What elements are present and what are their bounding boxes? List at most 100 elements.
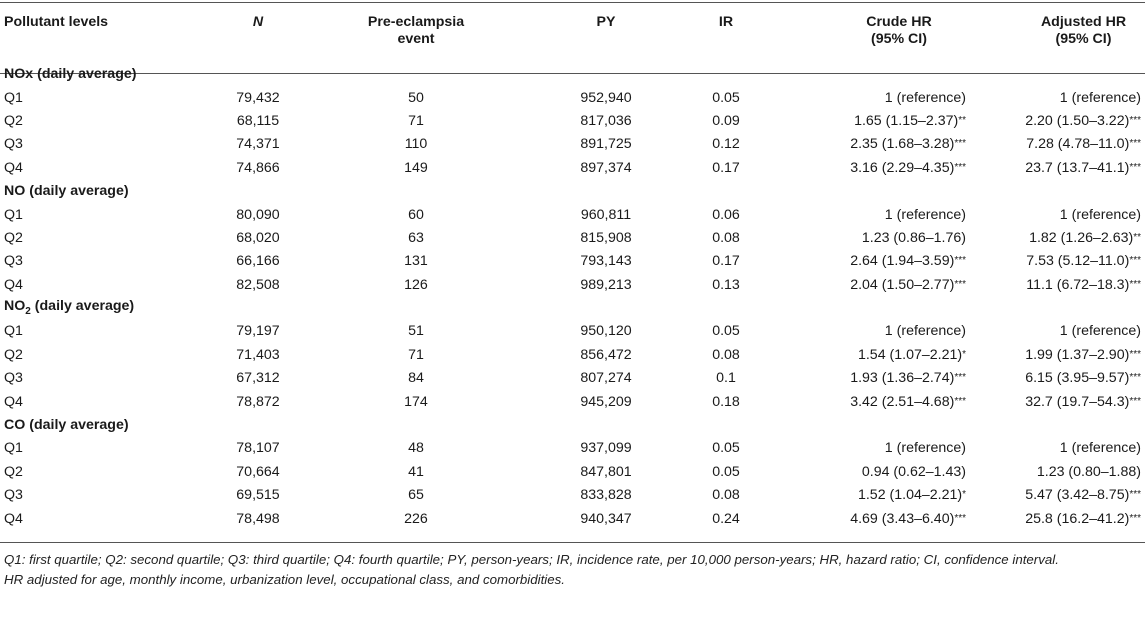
py-cell: 891,725 [580,136,632,153]
section-title: NO (daily average) [0,180,1145,203]
adjusted-hr-cell: 1.23 (0.80–1.88) [972,461,1145,484]
crude-hr-cell-value: 2.04 (1.50–2.77) [850,276,955,293]
significance-marker: *** [1129,372,1141,384]
quartile-cell: Q1 [4,440,23,457]
adjusted-hr-cell: 32.7 (19.7–54.3)*** [972,390,1145,413]
section-header-row: CO (daily average) [0,414,1145,437]
header-adj-line2: (95% CI) [1055,31,1112,47]
significance-marker: *** [954,395,966,407]
py-cell: 960,811 [580,206,632,223]
adjusted-hr-cell: 6.15 (3.95–9.57)*** [972,367,1145,390]
significance-marker: *** [1129,512,1141,524]
crude-hr-cell: 3.42 (2.51–4.68)*** [756,390,972,413]
footnote-line-2: HR adjusted for age, monthly income, urb… [4,572,565,587]
n-cell: 68,020 [236,229,280,246]
significance-marker: *** [1129,114,1141,126]
quartile-cell: Q4 [4,276,23,293]
crude-hr-cell: 2.35 (1.68–3.28)*** [756,133,972,156]
event-cell: 51 [408,323,424,340]
table-row: Q1 78,107 48 937,099 0.05 1 (reference) 1 (ref… [0,437,1145,460]
ir-cell: 0.08 [712,229,740,246]
crude-hr-cell: 1.52 (1.04–2.21)* [756,484,972,507]
section-header-row: NOx (daily average) [0,63,1145,86]
event-cell: 63 [408,229,424,246]
table-row: Q2 70,664 41 847,801 0.05 0.94 (0.62–1.43) 1.2… [0,461,1145,484]
quartile-cell: Q4 [4,393,23,410]
adjusted-hr-cell-value: 23.7 (13.7–41.1) [1025,159,1130,176]
header-adj-line1: Adjusted HR [1040,14,1127,30]
section-title-pollutant: NOx [4,66,34,83]
significance-marker: *** [1129,395,1141,407]
event-cell: 41 [408,463,424,480]
ir-cell: 0.1 [716,370,736,387]
n-cell: 68,115 [236,112,280,129]
section-title-suffix: (daily average) [25,417,129,434]
adjusted-hr-cell-value: 1 (reference) [1059,89,1141,106]
crude-hr-cell-value: 0.94 (0.62–1.43) [861,463,966,480]
header-event-line1: Pre-eclampsia [367,14,465,30]
n-cell: 82,508 [236,276,280,293]
adjusted-hr-cell: 25.8 (16.2–41.2)*** [972,507,1145,530]
adjusted-hr-cell-value: 32.7 (19.7–54.3) [1025,393,1130,410]
crude-hr-cell: 2.64 (1.94–3.59)*** [756,250,972,273]
event-cell: 60 [408,206,424,223]
ir-cell: 0.08 [712,487,740,504]
table-row: Q4 82,508 126 989,213 0.13 2.04 (1.50–2.77)**… [0,274,1145,297]
adjusted-hr-cell: 11.1 (6.72–18.3)*** [972,274,1145,297]
adjusted-hr-cell: 2.20 (1.50–3.22)*** [972,110,1145,133]
py-cell: 952,940 [580,89,632,106]
significance-marker: *** [954,255,966,267]
top-rule [0,2,1145,3]
table-row: Q2 68,020 63 815,908 0.08 1.23 (0.86–1.76) 1.8… [0,227,1145,250]
header-crude-line1: Crude HR [866,14,932,30]
crude-hr-cell-value: 2.35 (1.68–3.28) [850,136,955,153]
n-cell: 66,166 [236,253,280,270]
table-row: Q2 68,115 71 817,036 0.09 1.65 (1.15–2.37)** 2… [0,110,1145,133]
adjusted-hr-cell: 1 (reference) [972,320,1145,343]
significance-marker: *** [954,161,966,173]
table-row: Q2 71,403 71 856,472 0.08 1.54 (1.07–2.21)* 1.… [0,344,1145,367]
ir-cell: 0.18 [712,393,740,410]
quartile-cell: Q3 [4,253,23,270]
crude-hr-cell: 1 (reference) [756,86,972,109]
significance-marker: *** [1129,278,1141,290]
ir-cell: 0.09 [712,112,740,129]
significance-marker: *** [1129,489,1141,501]
ir-cell: 0.05 [712,463,740,480]
table-row: Q1 79,432 50 952,940 0.05 1 (reference) 1 (ref… [0,86,1145,109]
quartile-cell: Q2 [4,112,23,129]
py-cell: 833,828 [580,487,632,504]
table-row: Q4 78,498 226 940,347 0.24 4.69 (3.43–6.40)**… [0,507,1145,530]
event-cell: 110 [404,136,428,153]
n-cell: 78,498 [236,510,280,527]
ir-cell: 0.13 [712,276,740,293]
n-cell: 80,090 [236,206,280,223]
adjusted-hr-cell-value: 1 (reference) [1059,206,1141,223]
crude-hr-cell-value: 3.16 (2.29–4.35) [850,159,955,176]
section-title: NO2 (daily average) [0,297,1145,320]
crude-hr-cell: 1.93 (1.36–2.74)*** [756,367,972,390]
quartile-cell: Q4 [4,510,23,527]
header-py: PY [596,14,616,30]
adjusted-hr-cell-value: 1.82 (1.26–2.63) [1029,229,1134,246]
py-cell: 815,908 [580,229,632,246]
footnote-line-1: Q1: first quartile; Q2: second quartile;… [4,552,1059,567]
quartile-cell: Q3 [4,487,23,504]
ir-cell: 0.06 [712,206,740,223]
n-cell: 71,403 [236,346,280,363]
crude-hr-cell-value: 1.52 (1.04–2.21) [857,487,963,504]
table-footnote: Q1: first quartile; Q2: second quartile;… [4,550,1142,590]
significance-marker: *** [954,138,966,150]
header-event-line2: event [397,31,435,47]
crude-hr-cell: 1.54 (1.07–2.21)* [756,344,972,367]
event-cell: 126 [404,276,428,293]
n-cell: 67,312 [236,370,280,387]
ir-cell: 0.08 [712,346,740,363]
crude-hr-cell-value: 1.54 (1.07–2.21) [857,346,963,363]
quartile-cell: Q1 [4,206,23,223]
significance-marker: * [962,348,966,360]
table-row: Q1 79,197 51 950,120 0.05 1 (reference) 1 (ref… [0,320,1145,343]
event-cell: 149 [404,159,428,176]
ir-cell: 0.17 [712,253,740,270]
